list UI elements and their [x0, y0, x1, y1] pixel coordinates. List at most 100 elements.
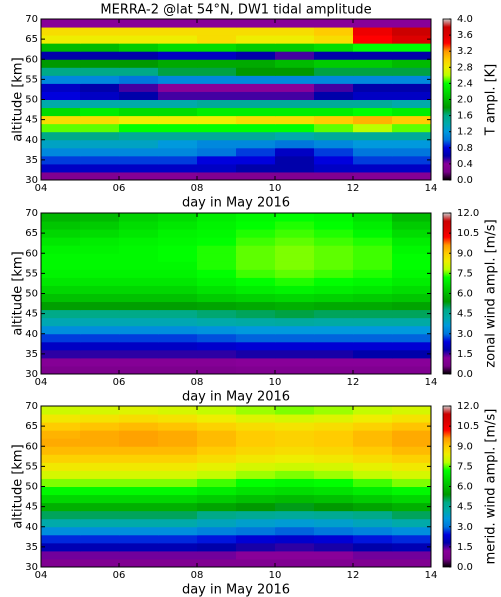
- heatmap-cell: [314, 365, 354, 375]
- y-tick-label: 50: [25, 482, 38, 493]
- heatmap-cell: [158, 147, 198, 157]
- heatmap-cell: [275, 325, 315, 335]
- heatmap-cell: [158, 269, 198, 278]
- heatmap-cell: [236, 510, 276, 520]
- heatmap-cell: [314, 261, 354, 270]
- heatmap-cell: [353, 357, 393, 367]
- heatmap-cell: [158, 341, 198, 351]
- heatmap-cell: [392, 341, 432, 351]
- colorbar-tick-label: 10.5: [457, 228, 479, 239]
- colorbar-tick-label: 2.8: [457, 62, 473, 73]
- heatmap-cell: [158, 229, 198, 238]
- heatmap-cell: [392, 502, 432, 512]
- heatmap-cell: [197, 67, 237, 76]
- y-tick-label: 30: [25, 562, 38, 573]
- heatmap-cell: [392, 438, 432, 447]
- heatmap-cell: [314, 550, 354, 560]
- y-axis-label: altitude [km]: [11, 57, 26, 141]
- heatmap-cell: [236, 19, 276, 28]
- x-tick-label: 08: [191, 570, 204, 581]
- heatmap-cell: [314, 486, 354, 496]
- heatmap-cell: [392, 269, 432, 278]
- heatmap-cell: [80, 67, 120, 76]
- heatmap-cell: [236, 67, 276, 76]
- heatmap-cell: [236, 462, 276, 471]
- colorbar-tick-label: 3.0: [457, 522, 473, 533]
- heatmap-cell: [197, 414, 237, 423]
- heatmap-cell: [275, 277, 315, 286]
- heatmap-cell: [119, 19, 159, 28]
- heatmap-cell: [158, 325, 198, 335]
- heatmap-cell: [41, 333, 81, 343]
- heatmap-cell: [158, 526, 198, 536]
- heatmap-cell: [275, 99, 315, 109]
- heatmap-cell: [80, 438, 120, 447]
- heatmap-cell: [314, 542, 354, 552]
- heatmap-cell: [119, 123, 159, 133]
- heatmap-cell: [119, 534, 159, 544]
- colorbar-tick-label: 6.0: [457, 289, 473, 300]
- heatmap-cell: [275, 486, 315, 496]
- heatmap-cell: [197, 446, 237, 455]
- heatmap-cell: [41, 213, 81, 222]
- heatmap-cell: [158, 27, 198, 36]
- x-axis-label: day in May 2016: [182, 196, 290, 211]
- heatmap-cell: [353, 35, 393, 44]
- heatmap-cell: [158, 558, 198, 568]
- heatmap-cell: [314, 229, 354, 238]
- heatmap-cell: [197, 558, 237, 568]
- heatmap-cell: [275, 301, 315, 311]
- heatmap-cell: [41, 494, 81, 504]
- heatmap-cell: [197, 131, 237, 141]
- heatmap-cell: [236, 27, 276, 36]
- heatmap-cell: [275, 139, 315, 149]
- heatmap-cell: [119, 99, 159, 109]
- colorbar-tick-label: 7.5: [457, 268, 473, 279]
- heatmap-cell: [119, 91, 159, 100]
- y-tick-label: 60: [25, 248, 38, 259]
- heatmap-cell: [119, 115, 159, 125]
- colorbar-tick-label: 0.0: [457, 175, 473, 186]
- heatmap-cell: [353, 365, 393, 375]
- heatmap-cell: [314, 438, 354, 447]
- heatmap-cell: [275, 131, 315, 141]
- heatmap-cell: [80, 221, 120, 230]
- colorbar-label: T ampl. [K]: [484, 64, 499, 137]
- heatmap-cell: [80, 269, 120, 278]
- heatmap-cell: [41, 277, 81, 286]
- heatmap-cell: [41, 139, 81, 149]
- heatmap-cell: [80, 357, 120, 367]
- x-tick-label: 14: [425, 570, 438, 581]
- heatmap-cell: [353, 115, 393, 125]
- heatmap-cell: [119, 245, 159, 254]
- heatmap-cell: [119, 171, 159, 181]
- heatmap-cell: [158, 221, 198, 230]
- heatmap-cell: [41, 414, 81, 423]
- heatmap-cell: [353, 534, 393, 544]
- heatmap-cell: [236, 221, 276, 230]
- heatmap-cell: [392, 107, 432, 117]
- heatmap-cell: [275, 365, 315, 375]
- heatmap-cell: [119, 558, 159, 568]
- heatmap-cell: [275, 446, 315, 455]
- heatmap-cell: [275, 333, 315, 343]
- x-tick-label: 10: [269, 570, 282, 581]
- heatmap-cell: [275, 510, 315, 520]
- heatmap-cell: [119, 438, 159, 447]
- heatmap-cell: [392, 277, 432, 286]
- heatmap-cell: [119, 365, 159, 375]
- heatmap-cell: [236, 91, 276, 100]
- heatmap-cell: [80, 406, 120, 415]
- heatmap-cell: [275, 341, 315, 351]
- heatmap-cell: [353, 293, 393, 303]
- heatmap-cell: [197, 51, 237, 60]
- heatmap-cell: [197, 542, 237, 552]
- heatmap-cell: [353, 269, 393, 278]
- heatmap-cell: [41, 526, 81, 536]
- heatmap-cell: [275, 51, 315, 60]
- heatmap-cell: [41, 269, 81, 278]
- heatmap-cell: [353, 245, 393, 254]
- heatmap-cell: [353, 67, 393, 76]
- heatmap-cell: [314, 301, 354, 311]
- heatmap-cell: [353, 341, 393, 351]
